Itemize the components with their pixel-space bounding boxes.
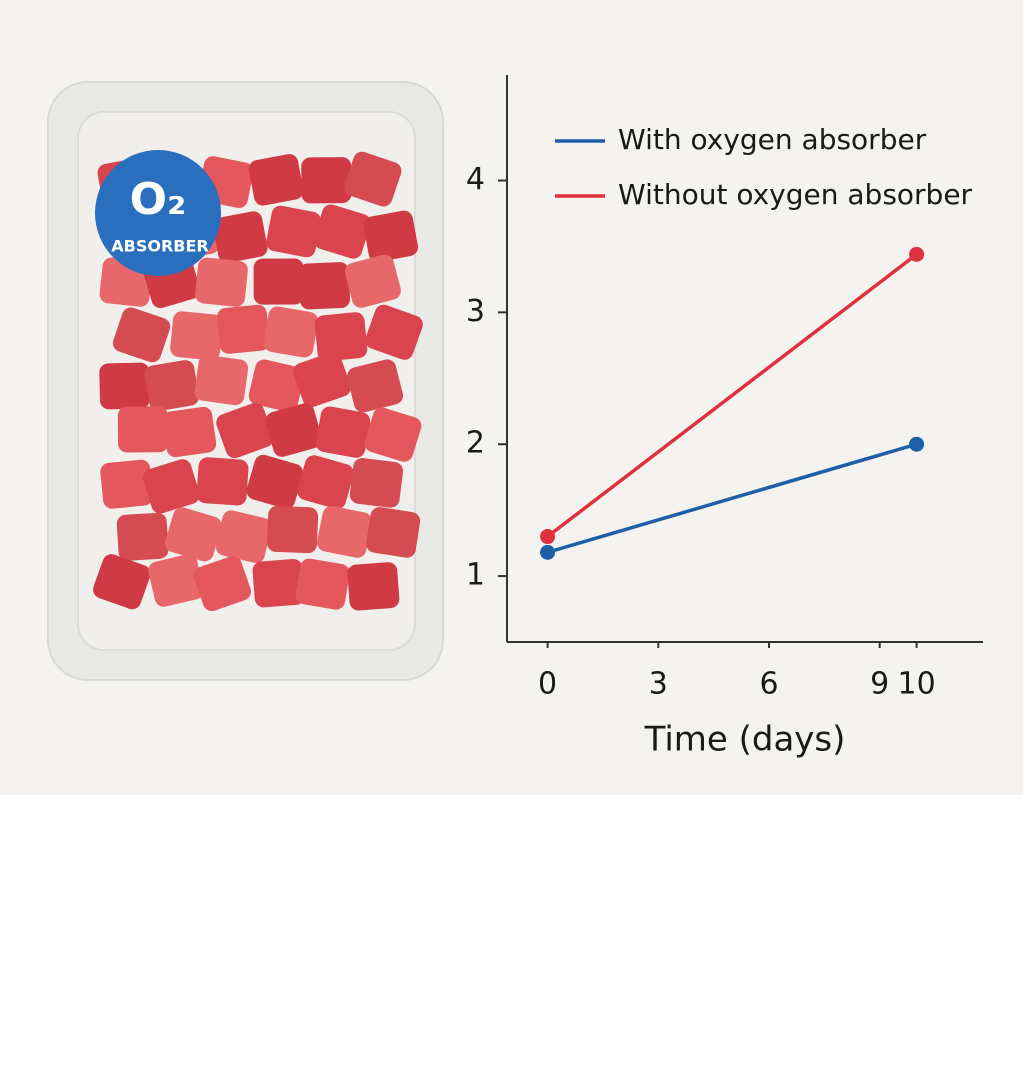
meat-cube bbox=[193, 556, 252, 612]
meat-cube bbox=[297, 455, 354, 509]
legend-label: Without oxygen absorber bbox=[618, 178, 973, 211]
meat-cube bbox=[301, 157, 352, 204]
data-point bbox=[540, 529, 556, 545]
x-tick-label: 10 bbox=[897, 667, 935, 702]
y-tick-label: 4 bbox=[466, 162, 485, 197]
meat-cube bbox=[317, 506, 372, 558]
meat-cube bbox=[100, 459, 153, 509]
x-tick-label: 0 bbox=[538, 667, 557, 702]
meat-cube bbox=[93, 554, 151, 610]
meat-cube bbox=[246, 454, 304, 509]
meat-cube bbox=[344, 254, 401, 308]
meat-cube bbox=[349, 458, 404, 508]
meat-cube bbox=[170, 311, 223, 361]
meat-cube bbox=[347, 359, 404, 413]
meat-cube bbox=[263, 306, 318, 358]
meat-cube bbox=[314, 312, 368, 362]
series-line bbox=[546, 252, 918, 538]
y-tick-label: 2 bbox=[466, 426, 485, 461]
data-point bbox=[540, 544, 556, 560]
data-point bbox=[909, 246, 925, 262]
meat-cube bbox=[315, 406, 371, 458]
meat-cube bbox=[212, 211, 268, 263]
meat-cube bbox=[162, 406, 217, 458]
y-tick-label: 1 bbox=[466, 558, 485, 593]
meat-cube bbox=[366, 507, 421, 558]
tray: O₂ ABSORBER bbox=[47, 81, 444, 681]
meat-cube bbox=[295, 558, 350, 610]
x-axis-label: Time (days) bbox=[644, 720, 846, 760]
meat-cube bbox=[194, 355, 249, 406]
meat-cube bbox=[164, 507, 222, 562]
meat-cube bbox=[252, 558, 305, 608]
meat-cube bbox=[267, 505, 319, 554]
meat-cube bbox=[142, 459, 200, 514]
meat-cube bbox=[364, 407, 422, 462]
meat-cube bbox=[144, 360, 199, 411]
legend-label: With oxygen absorber bbox=[618, 123, 927, 156]
meat-cube bbox=[248, 359, 305, 413]
meat-cube bbox=[215, 510, 272, 563]
meat-cube bbox=[344, 151, 402, 207]
badge-title: O₂ bbox=[130, 174, 187, 225]
badge-subtitle: ABSORBER bbox=[111, 237, 208, 256]
meat-cube bbox=[99, 362, 150, 410]
data-point bbox=[909, 436, 925, 452]
meat-cube bbox=[216, 402, 274, 459]
meat-cube bbox=[195, 257, 248, 307]
meat-cube bbox=[265, 403, 322, 457]
meat-cube bbox=[116, 512, 169, 561]
meat-cube bbox=[112, 307, 171, 363]
badge bbox=[95, 150, 221, 276]
y-tick-label: 3 bbox=[466, 294, 485, 329]
series-line bbox=[547, 442, 918, 555]
meat-cube bbox=[363, 210, 419, 262]
meat-cube bbox=[365, 304, 423, 360]
meat-cube bbox=[117, 406, 169, 453]
meat-cube bbox=[253, 258, 304, 305]
meat-cube bbox=[298, 262, 351, 310]
meat-cube bbox=[266, 205, 321, 258]
meat-cube bbox=[313, 204, 371, 259]
x-tick-label: 9 bbox=[870, 667, 889, 702]
meat-cube bbox=[196, 457, 249, 506]
meat-cube bbox=[347, 562, 400, 611]
x-tick-label: 6 bbox=[759, 667, 778, 702]
meat-cube bbox=[248, 154, 304, 206]
meat-cube bbox=[293, 352, 351, 408]
x-tick-label: 3 bbox=[649, 667, 668, 702]
meat-cube bbox=[217, 304, 270, 354]
meat-cube bbox=[148, 554, 204, 607]
